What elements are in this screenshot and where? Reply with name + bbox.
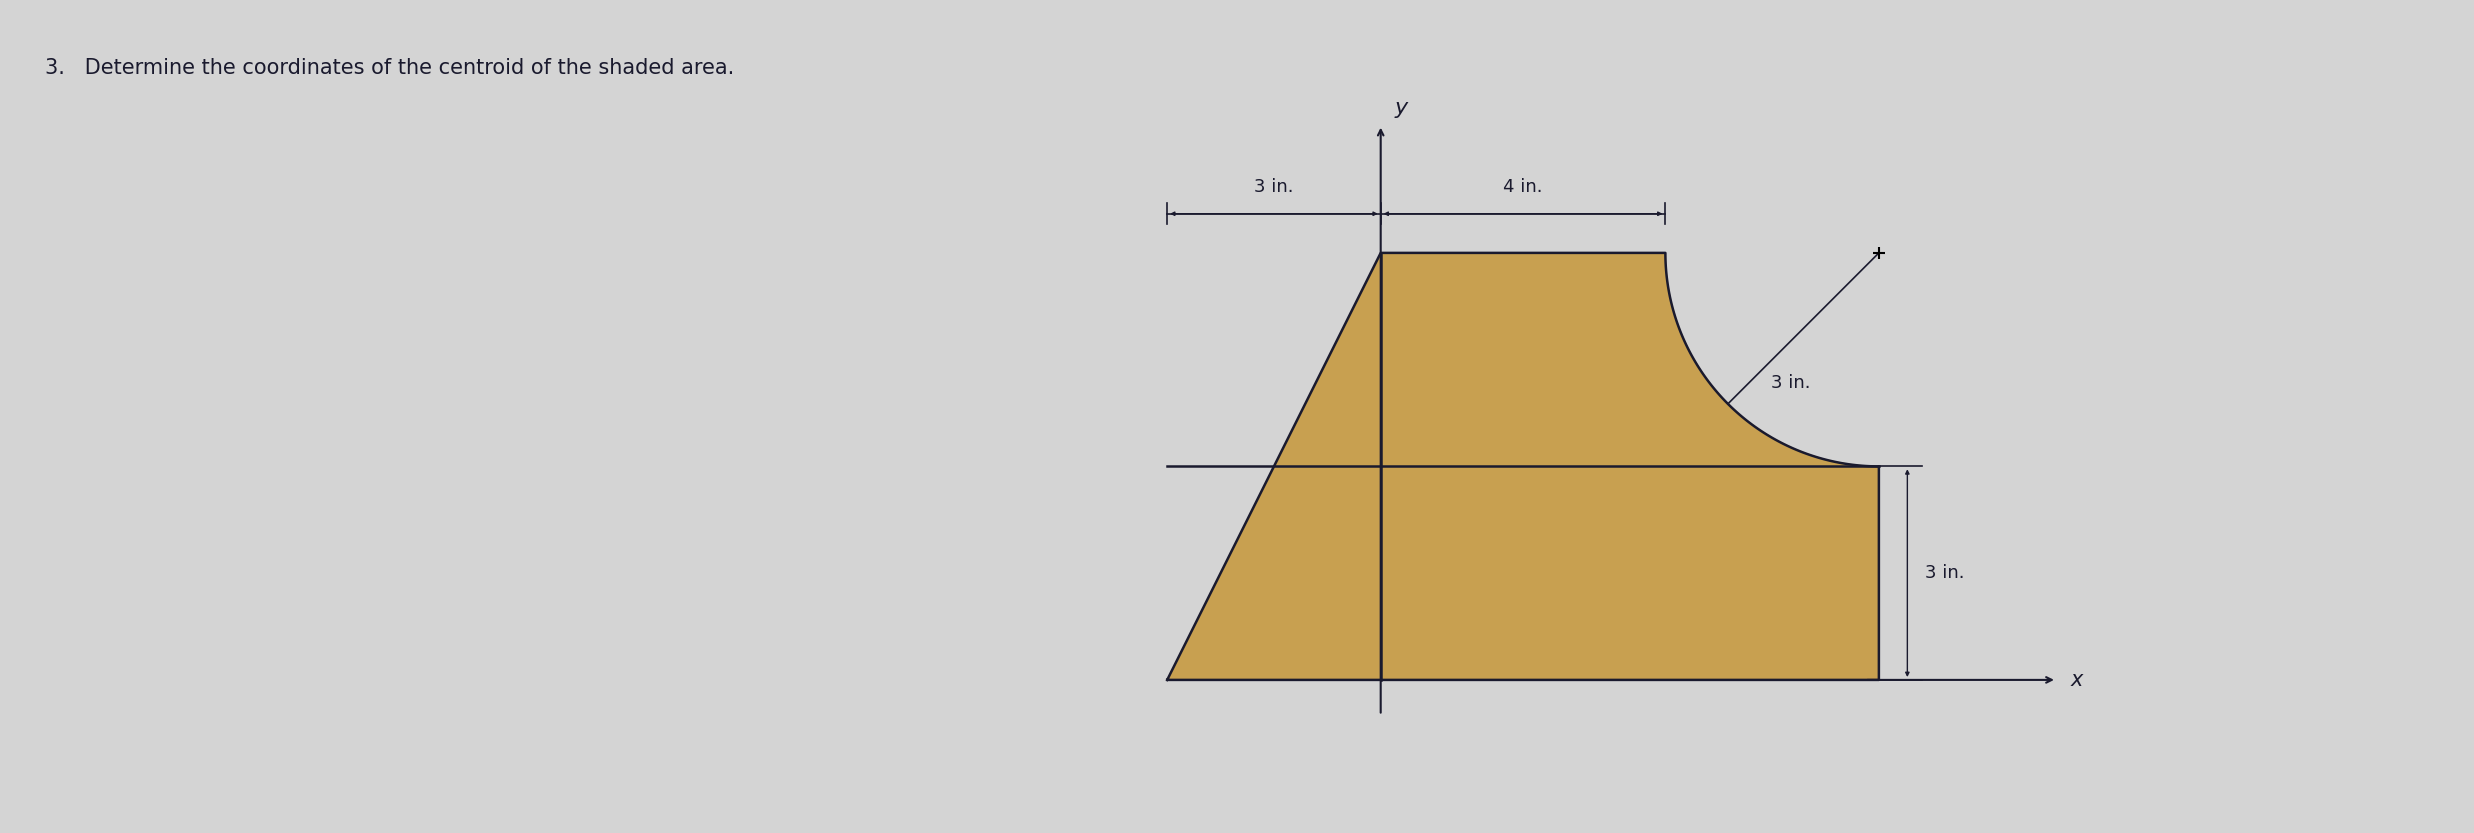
Text: 3.   Determine the coordinates of the centroid of the shaded area.: 3. Determine the coordinates of the cent… (45, 58, 735, 78)
Text: 3 in.: 3 in. (1254, 178, 1294, 196)
Text: x: x (2071, 670, 2083, 690)
Text: 4 in.: 4 in. (1504, 178, 1544, 196)
Text: 3 in.: 3 in. (1925, 564, 1964, 582)
Polygon shape (1168, 253, 1878, 680)
Text: y: y (1395, 97, 1408, 117)
Text: 3 in.: 3 in. (1771, 373, 1811, 392)
